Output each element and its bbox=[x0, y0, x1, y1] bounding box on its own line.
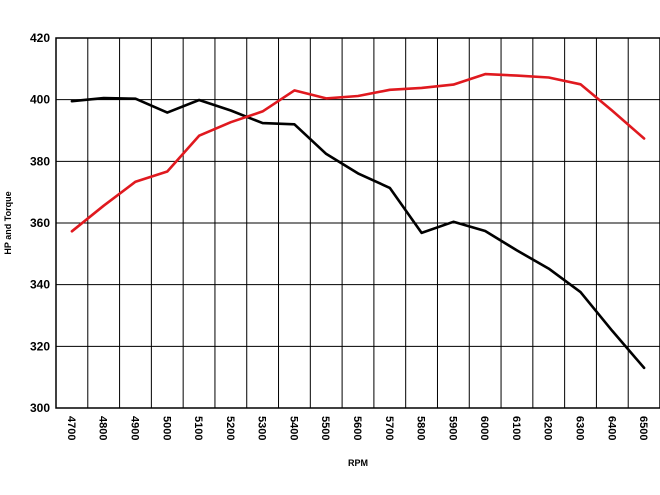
x-axis-label: RPM bbox=[348, 458, 368, 468]
x-axis-ticks: 4700 4800 4900 5000 5100 5200 5300 5400 5500 5600… bbox=[65, 416, 649, 440]
series-layer bbox=[70, 72, 646, 370]
y-tick-label: 380 bbox=[30, 154, 50, 168]
x-tick-label: 4900 bbox=[128, 416, 140, 440]
x-tick-label: 4700 bbox=[65, 416, 77, 440]
x-tick-label: 5000 bbox=[160, 416, 172, 440]
y-tick-label: 300 bbox=[30, 401, 50, 415]
y-axis-label: HP and Torque bbox=[3, 191, 13, 254]
x-tick-label: 4800 bbox=[97, 416, 109, 440]
x-tick-label: 5300 bbox=[256, 416, 268, 440]
y-tick-label: 420 bbox=[30, 31, 50, 45]
x-tick-label: 6300 bbox=[574, 416, 586, 440]
grid-lines bbox=[56, 37, 660, 409]
series-line-2 bbox=[70, 72, 646, 233]
x-tick-label: 6400 bbox=[605, 416, 617, 440]
x-tick-label: 5700 bbox=[383, 416, 395, 440]
x-tick-label: 6200 bbox=[542, 416, 554, 440]
x-tick-label: 5500 bbox=[319, 416, 331, 440]
x-tick-label: 6000 bbox=[478, 416, 490, 440]
x-tick-label: 6500 bbox=[637, 416, 649, 440]
y-axis-ticks: 300 320 340 360 380 400 420 bbox=[30, 31, 50, 415]
y-tick-label: 360 bbox=[30, 216, 50, 230]
x-tick-label: 5200 bbox=[224, 416, 236, 440]
x-tick-label: 5900 bbox=[446, 416, 458, 440]
y-tick-label: 320 bbox=[30, 339, 50, 353]
x-tick-label: 6100 bbox=[510, 416, 522, 440]
plot-area-border bbox=[55, 37, 660, 409]
series-line-1 bbox=[70, 96, 646, 370]
x-tick-label: 5800 bbox=[415, 416, 427, 440]
x-tick-label: 5100 bbox=[192, 416, 204, 440]
y-tick-label: 340 bbox=[30, 278, 50, 292]
y-tick-label: 400 bbox=[30, 93, 50, 107]
x-tick-label: 5600 bbox=[351, 416, 363, 440]
x-tick-label: 5400 bbox=[287, 416, 299, 440]
